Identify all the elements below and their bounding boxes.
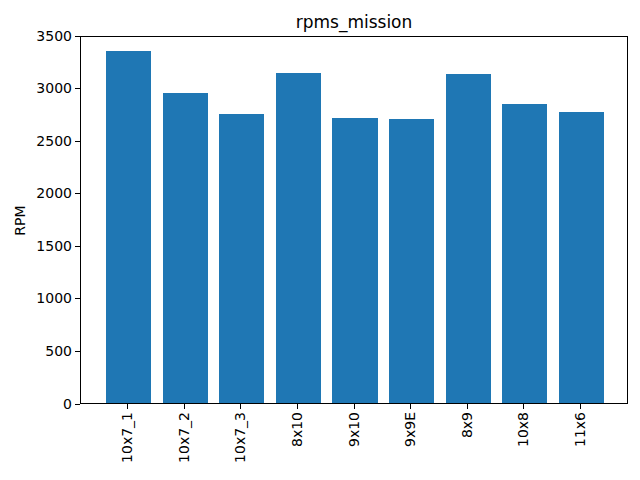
x-tick-label: 9x10 — [347, 412, 362, 447]
bar-9x10 — [332, 118, 377, 403]
x-tick-mark — [580, 404, 581, 409]
y-tick-label: 1000 — [10, 291, 72, 306]
bar-9x9E — [389, 119, 434, 403]
y-tick-mark — [75, 404, 80, 405]
bar-11x6 — [559, 112, 604, 403]
bar-10x7_2 — [163, 93, 208, 403]
bar-8x10 — [276, 73, 321, 403]
plot-area — [80, 36, 628, 404]
x-tick-mark — [523, 404, 524, 409]
y-tick-label: 0 — [10, 397, 72, 412]
y-tick-label: 2000 — [10, 186, 72, 201]
x-tick-label: 10x7_1 — [120, 412, 135, 463]
x-tick-label: 10x7_3 — [233, 412, 248, 463]
x-tick-mark — [240, 404, 241, 409]
y-tick-label: 2500 — [10, 134, 72, 149]
x-tick-label: 8x9 — [460, 412, 475, 438]
y-tick-mark — [75, 298, 80, 299]
bar-10x8 — [502, 104, 547, 403]
y-tick-mark — [75, 88, 80, 89]
y-tick-mark — [75, 141, 80, 142]
x-tick-mark — [467, 404, 468, 409]
y-axis-label: RPM — [13, 203, 28, 239]
x-tick-label: 10x7_2 — [177, 412, 192, 463]
y-tick-mark — [75, 246, 80, 247]
y-tick-label: 500 — [10, 344, 72, 359]
chart-title: rpms_mission — [80, 13, 628, 32]
x-tick-label: 10x8 — [516, 412, 531, 447]
x-tick-mark — [127, 404, 128, 409]
x-tick-mark — [410, 404, 411, 409]
x-tick-label: 11x6 — [573, 412, 588, 447]
figure: rpms_mission RPM 0 500 1000 1500 2000 2500 300… — [0, 0, 640, 480]
x-tick-mark — [297, 404, 298, 409]
y-tick-mark — [75, 36, 80, 37]
y-tick-label: 3000 — [10, 81, 72, 96]
bar-8x9 — [446, 74, 491, 403]
x-tick-label: 8x10 — [290, 412, 305, 447]
x-tick-label: 9x9E — [403, 412, 418, 447]
y-tick-label: 3500 — [10, 29, 72, 44]
x-tick-mark — [354, 404, 355, 409]
x-tick-mark — [184, 404, 185, 409]
y-tick-mark — [75, 193, 80, 194]
y-tick-mark — [75, 351, 80, 352]
bar-10x7_3 — [219, 114, 264, 403]
y-tick-label: 1500 — [10, 239, 72, 254]
bar-10x7_1 — [106, 51, 151, 403]
